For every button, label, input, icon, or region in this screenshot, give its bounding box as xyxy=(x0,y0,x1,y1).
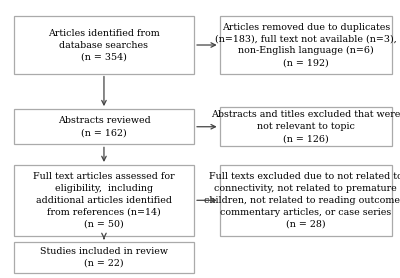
FancyBboxPatch shape xyxy=(220,16,392,74)
Text: Articles identified from
database searches
(n = 354): Articles identified from database search… xyxy=(48,29,160,61)
FancyBboxPatch shape xyxy=(220,165,392,236)
FancyBboxPatch shape xyxy=(220,107,392,147)
FancyBboxPatch shape xyxy=(14,109,194,145)
Text: Full texts excluded due to not related to
connectivity, not related to premature: Full texts excluded due to not related t… xyxy=(204,172,400,229)
Text: Abstracts reviewed
(n = 162): Abstracts reviewed (n = 162) xyxy=(58,116,150,137)
Text: Articles removed due to duplicates
(n=183), full text not available (n=3),
non-E: Articles removed due to duplicates (n=18… xyxy=(215,23,397,67)
FancyBboxPatch shape xyxy=(14,242,194,273)
Text: Studies included in review
(n = 22): Studies included in review (n = 22) xyxy=(40,247,168,268)
FancyBboxPatch shape xyxy=(14,16,194,74)
Text: Abstracts and titles excluded that were
not relevant to topic
(n = 126): Abstracts and titles excluded that were … xyxy=(211,110,400,143)
FancyBboxPatch shape xyxy=(14,165,194,236)
Text: Full text articles assessed for
eligibility,  including
additional articles iden: Full text articles assessed for eligibil… xyxy=(33,172,175,229)
